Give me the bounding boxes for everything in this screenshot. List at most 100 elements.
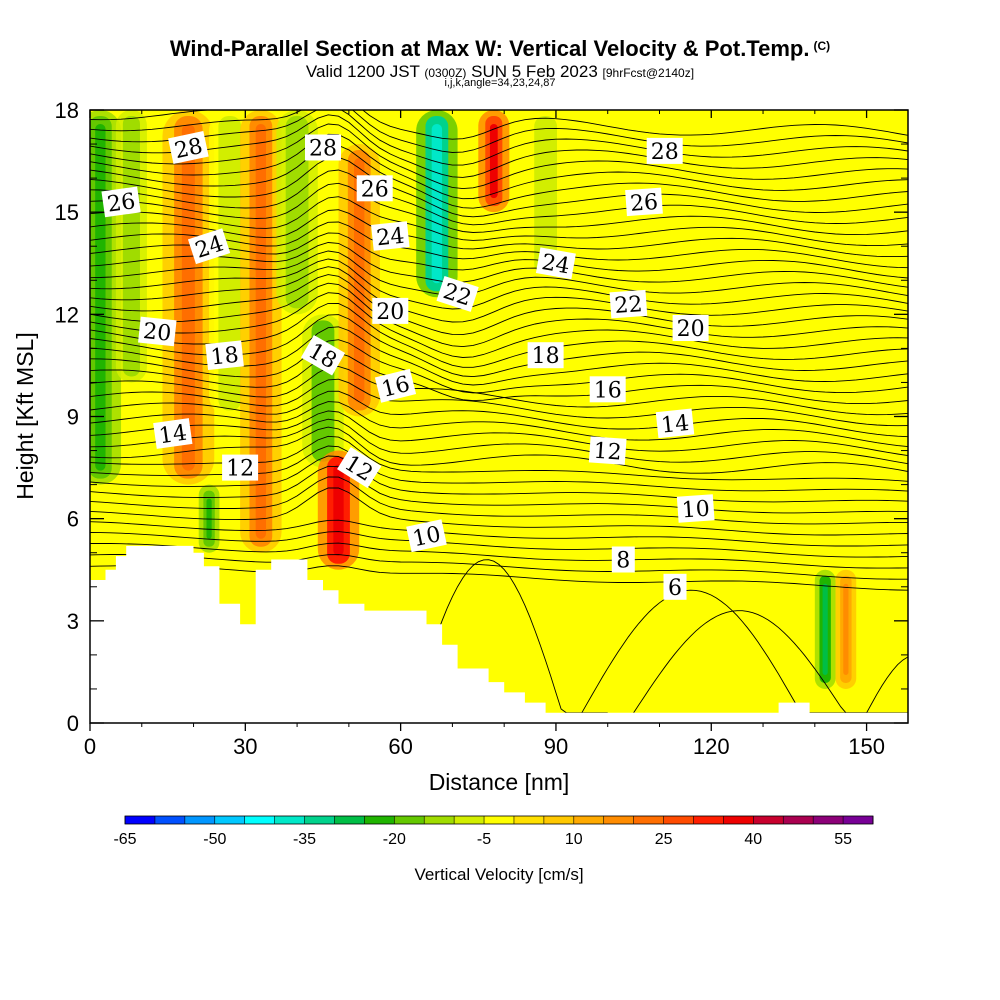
isentrope-line (90, 542, 908, 569)
x-tick-label: 30 (233, 734, 257, 759)
isentrope-line (90, 401, 908, 448)
isentrope-label-text: 10 (411, 522, 444, 552)
isentrope-label: 22 (436, 275, 479, 312)
isentrope-label: 14 (655, 408, 695, 439)
colorbar-swatch (154, 816, 186, 824)
isentrope-label-text: 20 (376, 300, 404, 325)
isentrope-label: 28 (646, 137, 683, 165)
isentrope-line (90, 465, 908, 514)
colorbar-tick-label: 25 (655, 831, 673, 848)
isentrope-line (90, 250, 908, 297)
isentrope-line (90, 221, 908, 269)
colorbar-tick-label: -65 (113, 831, 136, 848)
isentrope-line (90, 169, 908, 226)
isentrope-label-text: 14 (157, 421, 188, 450)
isentrope-line (90, 410, 908, 457)
isentrope-label-text: 10 (681, 497, 711, 524)
isentrope-label-text: 16 (594, 378, 622, 403)
colorbar-tick-label: 55 (834, 831, 852, 848)
isentrope-lines (90, 110, 908, 714)
x-tick-label: 120 (693, 734, 730, 759)
isentrope-line (90, 144, 908, 209)
isentrope-label-text: 14 (660, 411, 690, 439)
isentrope-label-text: 8 (616, 549, 630, 574)
colorbar-swatch (513, 816, 545, 824)
isentrope-line (90, 390, 908, 438)
axes: 0 30 60 90 120 150 0 3 6 9 12 15 18 (55, 98, 908, 759)
velocity-band (814, 569, 836, 689)
isentrope-label-text: 6 (668, 576, 682, 601)
isentrope-label: 12 (588, 436, 627, 466)
isentrope-line (90, 110, 908, 140)
isentrope-label: 26 (625, 187, 663, 217)
isentrope-label: 22 (609, 289, 648, 319)
y-tick-label: 12 (55, 302, 79, 327)
colorbar-swatch (454, 816, 485, 824)
isentrope-line (90, 565, 908, 591)
isentrope-line (90, 352, 908, 405)
x-tick-label: 150 (848, 734, 885, 759)
isentrope-label-text: 24 (540, 250, 572, 279)
colorbar-swatch (334, 816, 365, 824)
isentrope-label: 24 (371, 221, 410, 251)
y-tick-label: 3 (67, 609, 79, 634)
colorbar-swatch (304, 816, 335, 824)
colorbar-swatch (603, 816, 635, 824)
colorbar-swatch (394, 816, 425, 824)
velocity-band (240, 110, 282, 553)
velocity-band (524, 110, 567, 281)
isentrope-line (90, 274, 908, 336)
isentrope-label-text: 28 (309, 137, 337, 162)
isentrope-line (90, 292, 908, 358)
isentrope-label-text: 12 (593, 439, 623, 466)
colorbar-swatch (484, 816, 515, 824)
isentrope-label-text: 26 (106, 189, 137, 218)
isentrope-label-text: 28 (172, 134, 205, 164)
isentrope-line (90, 554, 908, 580)
isentrope-label-text: 22 (614, 292, 644, 319)
chart-subtitle: Valid 1200 JST (0300Z) SUN 5 Feb 2023 [9… (0, 62, 1000, 82)
isentrope-label: 20 (138, 316, 177, 347)
isentrope-line (90, 365, 908, 416)
chart-title-unit: (C) (813, 39, 831, 53)
isentrope-label-text: 18 (532, 344, 560, 369)
isentrope-label: 14 (153, 418, 193, 450)
colorbar: -65 -50 -35 -20 -5 10 25 40 55 (113, 815, 874, 848)
isentrope-label: 10 (406, 519, 447, 552)
colorbar-swatch (125, 816, 156, 824)
colorbar-tick-label: 10 (565, 831, 583, 848)
isentrope-line (90, 282, 908, 348)
isentrope-line (90, 519, 908, 547)
isentrope-line (90, 531, 908, 558)
colorbar-tick-label: -35 (293, 831, 316, 848)
isentrope-label-text: 26 (361, 177, 389, 202)
y-tick-label: 18 (55, 98, 79, 123)
colorbar-swatch (364, 816, 395, 824)
x-axis-label: Distance [nm] (429, 769, 570, 795)
isentrope-line (90, 133, 908, 200)
isentrope-label: 26 (101, 186, 141, 218)
y-tick-label: 6 (67, 507, 79, 532)
colorbar-swatch (843, 816, 874, 824)
colorbar-swatch (813, 816, 844, 824)
isentrope-label: 12 (222, 454, 259, 482)
isentrope-line (90, 114, 908, 178)
isentrope-line (90, 182, 908, 236)
x-tick-label: 0 (84, 734, 96, 759)
velocity-band (478, 110, 510, 213)
forecast-info: [9hrFcst@2140z] (602, 66, 695, 80)
isentrope-label-text: 28 (651, 140, 679, 165)
colorbar-tick-label: -20 (383, 831, 406, 848)
colorbar-swatch (424, 816, 455, 824)
isentrope-line (90, 123, 908, 190)
colorbar-swatch (723, 816, 754, 824)
y-tick-label: 15 (55, 200, 79, 225)
velocity-band (276, 110, 318, 315)
colorbar-swatch (693, 816, 724, 824)
colorbar-label: Vertical Velocity [cm/s] (414, 865, 583, 884)
chart-title: Wind-Parallel Section at Max W: Vertical… (0, 36, 1000, 62)
isentrope-label: 6 (663, 573, 687, 601)
isentrope-label: 24 (535, 247, 576, 280)
isentrope-label: 10 (676, 494, 715, 524)
isentrope-line (90, 266, 908, 323)
